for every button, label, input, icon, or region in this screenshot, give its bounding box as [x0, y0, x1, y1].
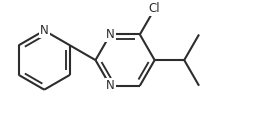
Text: Cl: Cl: [149, 2, 160, 15]
Text: N: N: [40, 24, 49, 37]
Text: N: N: [106, 28, 115, 41]
Text: N: N: [106, 79, 115, 92]
